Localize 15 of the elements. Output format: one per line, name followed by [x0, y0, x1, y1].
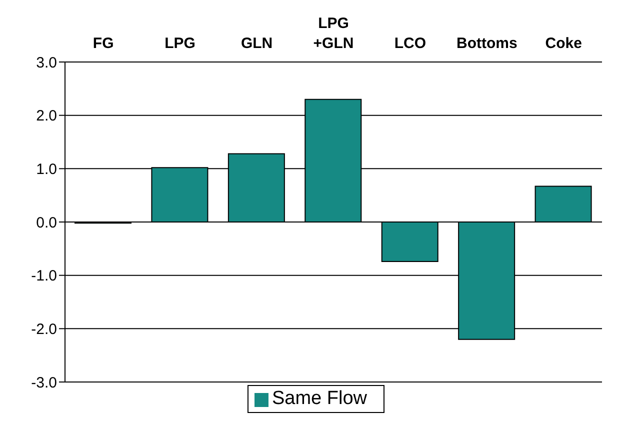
- y-tick-label: -2.0: [31, 320, 57, 338]
- x-tick-label: Bottoms: [456, 35, 518, 52]
- x-tick-label: LCO: [394, 35, 426, 52]
- y-tick-label: 0.0: [36, 214, 57, 232]
- x-tick-label: GLN: [240, 35, 273, 52]
- y-tick-label: 2.0: [36, 108, 57, 125]
- y-tick-label: 1.0: [36, 160, 57, 178]
- x-tick-label: LPG +GLN: [313, 15, 354, 52]
- y-tick-label: 3.0: [36, 54, 57, 72]
- y-tick-label: -1.0: [31, 268, 57, 285]
- y-tick-label: -3.0: [31, 374, 57, 392]
- x-tick-label: Coke: [545, 35, 582, 52]
- x-tick-label: FG: [92, 35, 114, 52]
- legend-label: Same Flow: [272, 388, 368, 409]
- x-tick-label: LPG: [164, 35, 196, 52]
